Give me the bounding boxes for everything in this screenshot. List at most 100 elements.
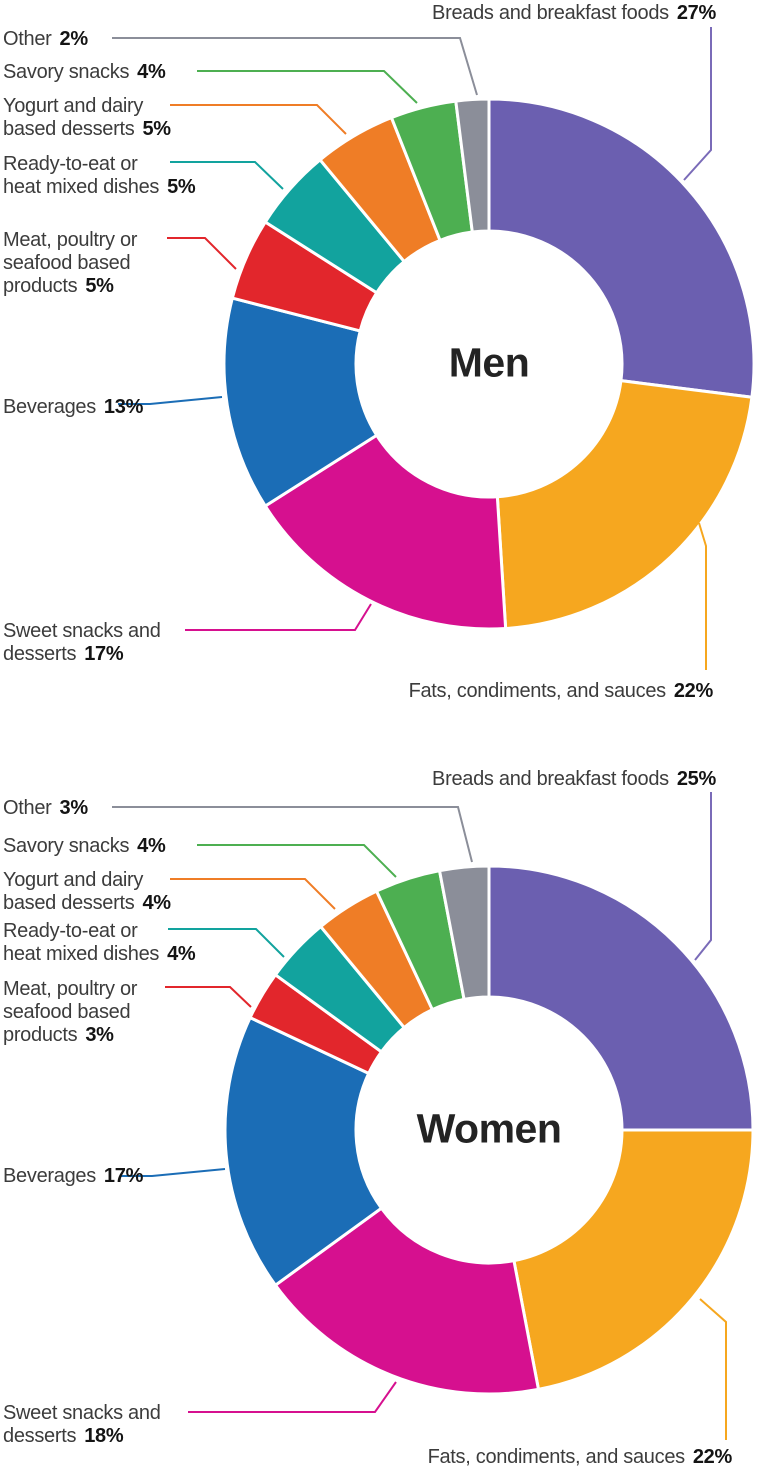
men-label-meat-line: seafood based bbox=[3, 252, 137, 275]
men-label-breads-line: Breads and breakfast foods 27% bbox=[432, 2, 716, 25]
men-label-beverages-text: Beverages bbox=[3, 396, 96, 418]
women-leader-line-ready bbox=[168, 928, 285, 958]
men-label-savory: Savory snacks 4% bbox=[3, 61, 166, 84]
men-label-savory-line: Savory snacks 4% bbox=[3, 61, 166, 84]
men-label-yogurt-line: based desserts 5% bbox=[3, 118, 171, 141]
men-value-beverages: 13% bbox=[103, 396, 144, 418]
men-label-meat-text: Meat, poultry or bbox=[3, 229, 138, 251]
women-label-other-text: Other bbox=[3, 797, 52, 819]
men-label-fats: Fats, condiments, and sauces 22% bbox=[409, 680, 714, 703]
women-slice-breads bbox=[487, 864, 755, 1132]
men-value-yogurt: 5% bbox=[142, 118, 171, 140]
men-label-fats-line: Fats, condiments, and sauces 22% bbox=[409, 680, 714, 703]
men-label-breads: Breads and breakfast foods 27% bbox=[432, 2, 716, 25]
men-label-yogurt-text: Yogurt and dairy bbox=[3, 95, 144, 117]
women-value-yogurt: 4% bbox=[142, 892, 171, 914]
men-value-sweet: 17% bbox=[84, 643, 124, 665]
women-label-yogurt-text: Yogurt and dairy bbox=[3, 869, 144, 891]
women-leader-line-yogurt bbox=[170, 878, 336, 910]
men-label-sweet-line: desserts 17% bbox=[3, 643, 161, 666]
women-label-other: Other 3% bbox=[3, 797, 88, 820]
men-label-breads-text: Breads and breakfast foods bbox=[432, 2, 669, 24]
women-label-other-line: Other 3% bbox=[3, 797, 88, 820]
women-label-sweet-text: Sweet snacks and bbox=[3, 1402, 161, 1424]
men-leader-line-meat bbox=[167, 237, 237, 270]
women-label-fats-line: Fats, condiments, and sauces 22% bbox=[427, 1446, 733, 1469]
women-label-yogurt-line: based desserts 4% bbox=[3, 892, 171, 915]
men-leader-line-ready bbox=[170, 161, 284, 190]
women-label-beverages-line: Beverages 17% bbox=[3, 1165, 143, 1188]
men-leader-line-breads bbox=[683, 27, 712, 181]
men-label-ready-text: Ready-to-eat or bbox=[3, 153, 138, 175]
men-label-other-text: Other bbox=[3, 28, 52, 50]
women-label-fats: Fats, condiments, and sauces 22% bbox=[427, 1446, 733, 1469]
women-label-sweet-line: Sweet snacks and bbox=[3, 1402, 161, 1425]
women-leader-line-breads bbox=[694, 792, 712, 961]
women-label-ready: Ready-to-eat or heat mixed dishes 4% bbox=[3, 920, 196, 966]
women-value-sweet: 18% bbox=[84, 1425, 124, 1447]
women-value-fats: 22% bbox=[692, 1446, 732, 1468]
men-label-meat-text: products bbox=[3, 275, 78, 297]
women-value-ready: 4% bbox=[167, 943, 196, 965]
men-label-beverages-line: Beverages 13% bbox=[3, 396, 143, 419]
men-slice-sweet bbox=[263, 433, 508, 631]
men-slice-other bbox=[454, 97, 491, 234]
women-label-yogurt: Yogurt and dairy based desserts 4% bbox=[3, 869, 171, 915]
women-value-breads: 25% bbox=[676, 768, 716, 790]
men-label-meat-text: seafood based bbox=[3, 252, 131, 274]
women-value-savory: 4% bbox=[137, 835, 166, 857]
women-label-ready-line: heat mixed dishes 4% bbox=[3, 943, 196, 966]
men-label-meat-line: products 5% bbox=[3, 275, 137, 298]
men-slice-fats bbox=[495, 379, 754, 630]
women-label-breads-line: Breads and breakfast foods 25% bbox=[432, 768, 716, 791]
women-label-yogurt-text: based desserts bbox=[3, 892, 135, 914]
women-label-meat-text: products bbox=[3, 1024, 78, 1046]
men-leader-line-fats bbox=[698, 522, 707, 670]
women-label-fats-text: Fats, condiments, and sauces bbox=[427, 1446, 686, 1468]
men-chart-title: Men bbox=[448, 339, 530, 386]
men-leader-line-beverages bbox=[118, 396, 223, 405]
women-leader-line-meat bbox=[165, 986, 252, 1008]
men-value-ready: 5% bbox=[167, 176, 196, 198]
men-label-meat-line: Meat, poultry or bbox=[3, 229, 137, 252]
women-label-savory-line: Savory snacks 4% bbox=[3, 835, 166, 858]
women-label-sweet: Sweet snacks and desserts 18% bbox=[3, 1402, 161, 1448]
women-slice-beverages bbox=[223, 1016, 383, 1287]
men-label-sweet-text: Sweet snacks and bbox=[3, 620, 161, 642]
men-label-beverages: Beverages 13% bbox=[3, 396, 143, 419]
women-label-ready-line: Ready-to-eat or bbox=[3, 920, 195, 943]
women-label-ready-text: Ready-to-eat or bbox=[3, 920, 138, 942]
men-slice-breads bbox=[487, 97, 756, 399]
women-label-breads-text: Breads and breakfast foods bbox=[432, 768, 669, 790]
men-label-sweet: Sweet snacks and desserts 17% bbox=[3, 620, 161, 666]
women-label-savory-text: Savory snacks bbox=[3, 835, 130, 857]
women-leader-line-other bbox=[112, 806, 473, 863]
women-slice-fats bbox=[512, 1128, 755, 1391]
women-label-meat-line: seafood based bbox=[3, 1001, 137, 1024]
men-label-meat: Meat, poultry or seafood based products 5% bbox=[3, 229, 137, 298]
men-leader-line-other bbox=[112, 37, 478, 96]
women-label-beverages-text: Beverages bbox=[3, 1165, 96, 1187]
women-label-sweet-line: desserts 18% bbox=[3, 1425, 161, 1448]
men-value-breads: 27% bbox=[676, 2, 716, 24]
men-label-yogurt-text: based desserts bbox=[3, 118, 135, 140]
men-value-meat: 5% bbox=[85, 275, 114, 297]
women-value-meat: 3% bbox=[85, 1024, 114, 1046]
men-label-ready-line: Ready-to-eat or bbox=[3, 153, 195, 176]
women-label-sweet-text: desserts bbox=[3, 1425, 77, 1447]
men-label-other: Other 2% bbox=[3, 28, 88, 51]
women-label-beverages: Beverages 17% bbox=[3, 1165, 143, 1188]
women-label-savory: Savory snacks 4% bbox=[3, 835, 166, 858]
women-leader-line-beverages bbox=[120, 1168, 226, 1177]
men-leader-line-sweet bbox=[185, 603, 372, 631]
women-slice-sweet bbox=[273, 1206, 540, 1396]
men-label-ready-text: heat mixed dishes bbox=[3, 176, 160, 198]
women-label-meat: Meat, poultry or seafood based products 3% bbox=[3, 978, 137, 1047]
men-label-sweet-line: Sweet snacks and bbox=[3, 620, 161, 643]
men-label-savory-text: Savory snacks bbox=[3, 61, 130, 83]
men-label-ready: Ready-to-eat or heat mixed dishes 5% bbox=[3, 153, 196, 199]
men-leader-line-yogurt bbox=[170, 104, 347, 135]
men-label-yogurt-line: Yogurt and dairy bbox=[3, 95, 171, 118]
